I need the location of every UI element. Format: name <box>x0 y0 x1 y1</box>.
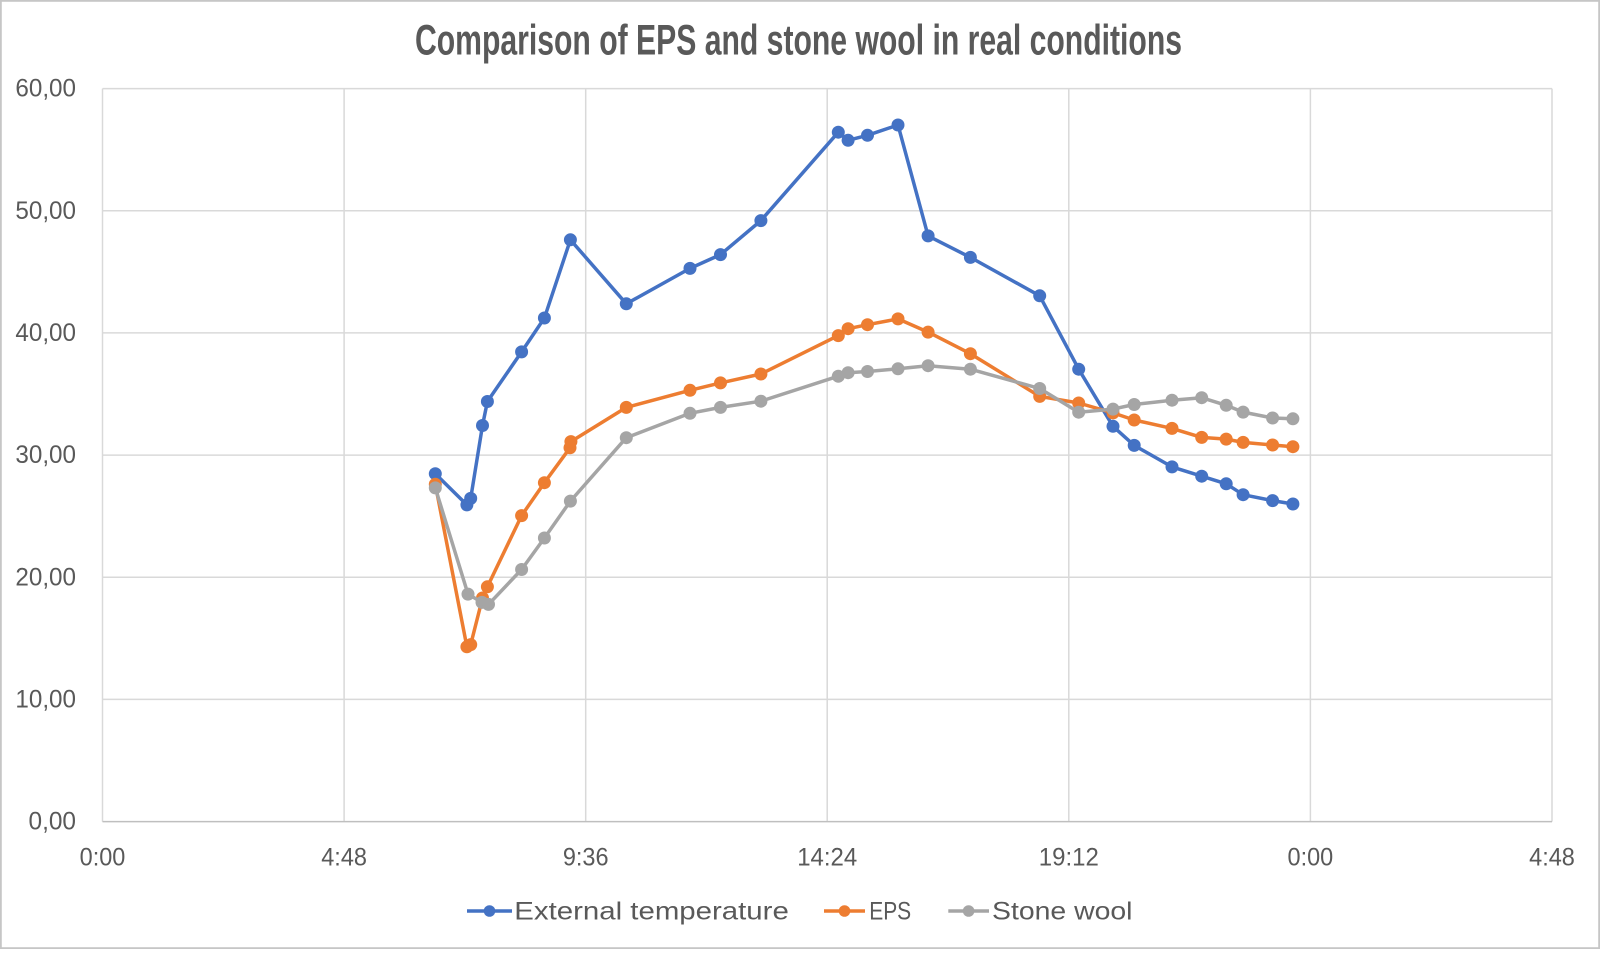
svg-text:30,00: 30,00 <box>15 441 76 469</box>
svg-text:9:36: 9:36 <box>563 844 609 872</box>
svg-text:0:00: 0:00 <box>1288 844 1334 872</box>
svg-text:Stone wool: Stone wool <box>992 898 1133 926</box>
svg-text:14:24: 14:24 <box>797 844 857 872</box>
svg-text:0,00: 0,00 <box>29 808 77 836</box>
svg-text:60,00: 60,00 <box>15 75 76 103</box>
svg-text:4:48: 4:48 <box>321 844 367 872</box>
svg-text:10,00: 10,00 <box>15 685 76 713</box>
svg-text:Comparison of EPS and stone wo: Comparison of EPS and stone wool in real… <box>415 17 1182 65</box>
svg-text:0:00: 0:00 <box>80 844 126 872</box>
svg-text:4:48: 4:48 <box>1529 844 1575 872</box>
svg-text:External temperature: External temperature <box>514 898 789 926</box>
svg-text:19:12: 19:12 <box>1039 844 1099 872</box>
svg-text:40,00: 40,00 <box>15 319 76 347</box>
svg-text:20,00: 20,00 <box>15 563 76 591</box>
svg-text:50,00: 50,00 <box>15 197 76 225</box>
svg-text:EPS: EPS <box>869 898 911 926</box>
